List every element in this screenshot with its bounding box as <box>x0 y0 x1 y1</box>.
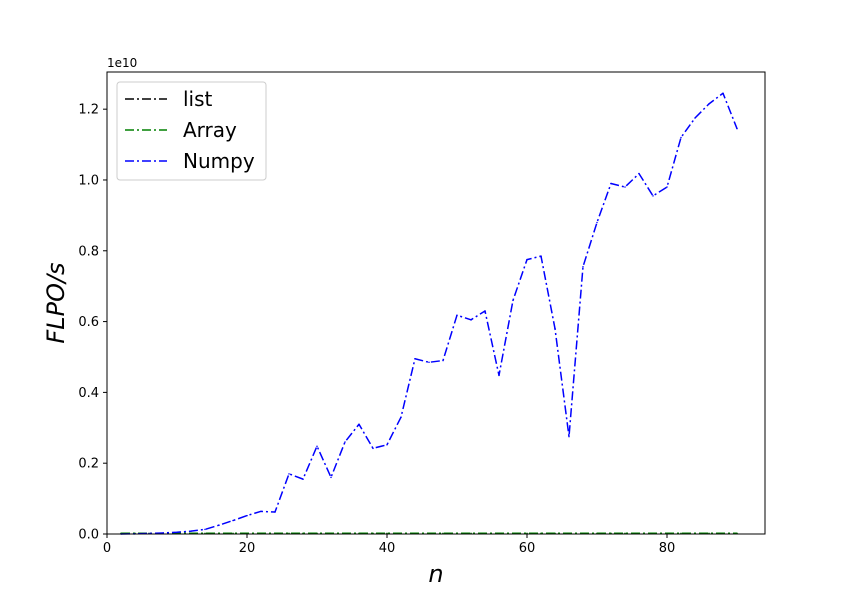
x-tick-label: 80 <box>659 541 676 556</box>
legend-frame <box>116 81 267 181</box>
data-point-numpy <box>498 374 500 377</box>
y-tick-label: 0.8 <box>78 244 99 259</box>
data-point-numpy <box>260 510 262 513</box>
data-point-numpy <box>372 447 374 450</box>
y-tick-label: 0.0 <box>78 528 99 543</box>
x-tick-label: 20 <box>239 541 256 556</box>
legend-label-array: Array <box>183 118 237 142</box>
data-point-numpy <box>288 473 290 475</box>
data-point-numpy <box>218 524 220 526</box>
y-tick-label: 0.6 <box>78 315 99 330</box>
legend-label-numpy: Numpy <box>183 149 255 173</box>
series-line-numpy <box>120 92 738 535</box>
data-point-numpy <box>344 441 346 443</box>
legend: list Array Numpy <box>116 81 267 181</box>
y-axis-label: FLPO/s <box>42 262 70 343</box>
data-point-numpy <box>638 172 640 175</box>
y-tick-label: 1.0 <box>78 173 99 188</box>
data-point-numpy <box>232 519 234 522</box>
y-tick-label: 1.2 <box>78 103 99 118</box>
data-point-numpy <box>274 511 276 513</box>
data-point-numpy <box>680 136 682 139</box>
data-point-numpy <box>624 186 626 188</box>
data-point-numpy <box>190 530 192 532</box>
x-tick-label: 60 <box>519 541 536 556</box>
axes-frame <box>106 71 766 535</box>
data-point-numpy <box>484 310 486 312</box>
data-point-numpy <box>540 255 542 257</box>
x-axis-label: n <box>428 560 443 588</box>
data-point-numpy <box>246 514 248 517</box>
data-point-numpy <box>666 186 668 188</box>
data-point-numpy <box>582 265 584 268</box>
data-point-numpy <box>554 327 556 330</box>
data-point-numpy <box>330 476 332 479</box>
data-point-numpy <box>442 359 444 362</box>
x-tick-label: 40 <box>379 541 396 556</box>
y-tick-label: 0.4 <box>78 386 99 401</box>
data-point-numpy <box>526 258 528 261</box>
data-point-numpy <box>610 182 612 185</box>
data-point-numpy <box>428 361 430 364</box>
data-point-numpy <box>358 423 360 426</box>
data-point-numpy <box>596 221 598 224</box>
data-point-numpy <box>316 445 318 447</box>
legend-label-list: list <box>183 87 213 111</box>
data-point-numpy <box>456 314 458 316</box>
y-scale-label: 1e10 <box>107 56 137 70</box>
data-point-numpy <box>400 416 402 418</box>
data-point-numpy <box>708 103 710 105</box>
data-point-numpy <box>302 478 304 480</box>
x-tick-label: 0 <box>103 541 111 556</box>
data-point-numpy <box>694 117 696 119</box>
data-point-numpy <box>512 299 514 302</box>
data-point-numpy <box>568 435 570 438</box>
data-point-numpy <box>470 319 472 321</box>
data-point-numpy <box>386 444 388 446</box>
data-point-numpy <box>652 195 654 197</box>
y-tick-label: 0.2 <box>78 457 99 472</box>
data-point-numpy <box>736 127 738 130</box>
data-point-numpy <box>414 358 416 360</box>
data-point-numpy <box>162 532 164 534</box>
data-point-numpy <box>204 528 206 531</box>
data-point-numpy <box>722 92 724 94</box>
axes: 0 20 40 60 80 0.0 0.2 0.4 0.6 0.8 1.0 1.2 <box>78 103 675 556</box>
data-point-numpy <box>176 531 178 533</box>
